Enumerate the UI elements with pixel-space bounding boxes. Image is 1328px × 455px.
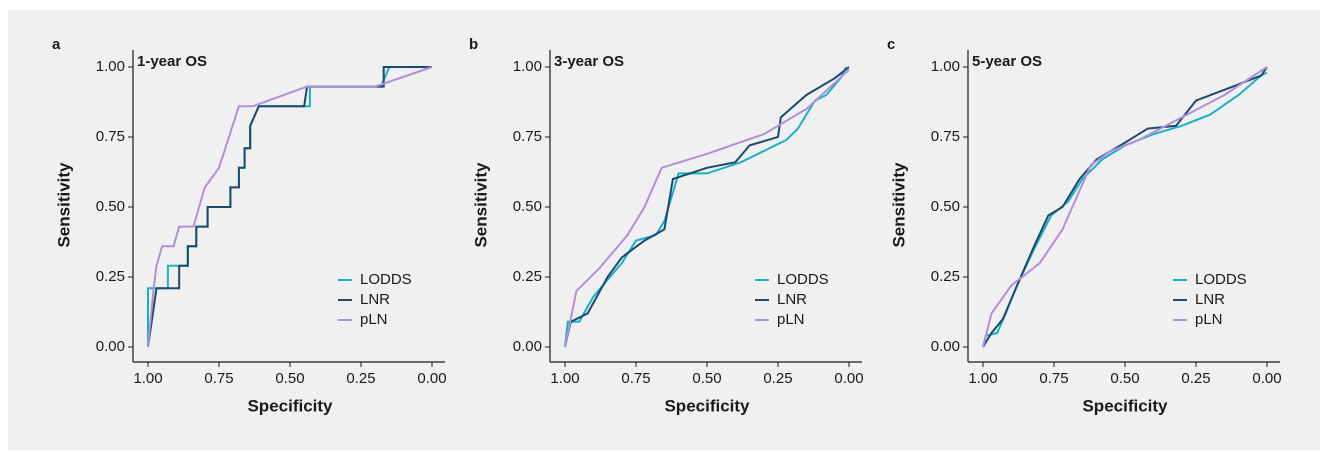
x-tick-label: 0.00: [417, 370, 446, 387]
y-tick-label: 0.75: [931, 128, 960, 145]
roc-line: [564, 69, 850, 348]
y-tick-label: 0.50: [931, 198, 960, 215]
legend-label: pLN: [777, 311, 805, 328]
x-tick-label: 1.00: [133, 370, 162, 387]
x-tick-label: 1.00: [968, 370, 997, 387]
panel-label: c: [887, 36, 895, 53]
chart-title: 3-year OS: [554, 53, 624, 70]
y-tick-label: 0.75: [513, 128, 542, 145]
x-axis-label: Specificity: [664, 396, 750, 415]
panel-label: b: [469, 36, 478, 53]
legend-label: LNR: [777, 291, 807, 308]
y-axis-label: Sensitivity: [471, 162, 490, 248]
y-tick-label: 0.75: [96, 128, 125, 145]
legend-label: LODDS: [360, 271, 412, 288]
y-tick-label: 0.25: [931, 268, 960, 285]
x-tick-label: 0.50: [275, 370, 304, 387]
x-tick-label: 0.75: [204, 370, 233, 387]
y-tick-label: 0.25: [513, 268, 542, 285]
x-axis-label: Specificity: [247, 396, 333, 415]
legend-label: LNR: [360, 291, 390, 308]
x-tick-label: 0.25: [763, 370, 792, 387]
y-axis-label: Sensitivity: [889, 162, 908, 248]
y-tick-label: 0.00: [931, 338, 960, 355]
legend-label: LNR: [1195, 291, 1225, 308]
x-tick-label: 0.00: [1252, 370, 1281, 387]
x-tick-label: 0.75: [621, 370, 650, 387]
legend-label: LODDS: [777, 271, 829, 288]
legend-label: pLN: [360, 311, 388, 328]
y-axis-label: Sensitivity: [54, 162, 73, 248]
x-tick-label: 1.00: [550, 370, 579, 387]
y-tick-label: 1.00: [931, 58, 960, 75]
y-tick-label: 0.00: [96, 338, 125, 355]
chart-title: 1-year OS: [137, 53, 207, 70]
y-tick-label: 0.50: [96, 198, 125, 215]
chart-title: 5-year OS: [972, 53, 1042, 70]
y-tick-label: 1.00: [96, 58, 125, 75]
x-tick-label: 0.00: [834, 370, 863, 387]
x-tick-label: 0.75: [1039, 370, 1068, 387]
roc-line: [982, 66, 1268, 348]
panel-label: a: [52, 36, 61, 53]
roc-line: [564, 66, 850, 348]
x-axis-label: Specificity: [1082, 396, 1168, 415]
x-tick-label: 0.25: [346, 370, 375, 387]
y-tick-label: 0.00: [513, 338, 542, 355]
y-tick-label: 0.25: [96, 268, 125, 285]
x-tick-label: 0.50: [692, 370, 721, 387]
legend-label: LODDS: [1195, 271, 1247, 288]
y-tick-label: 1.00: [513, 58, 542, 75]
legend-label: pLN: [1195, 311, 1223, 328]
y-tick-label: 0.50: [513, 198, 542, 215]
x-tick-label: 0.50: [1110, 370, 1139, 387]
roc-line: [147, 66, 433, 348]
x-tick-label: 0.25: [1181, 370, 1210, 387]
